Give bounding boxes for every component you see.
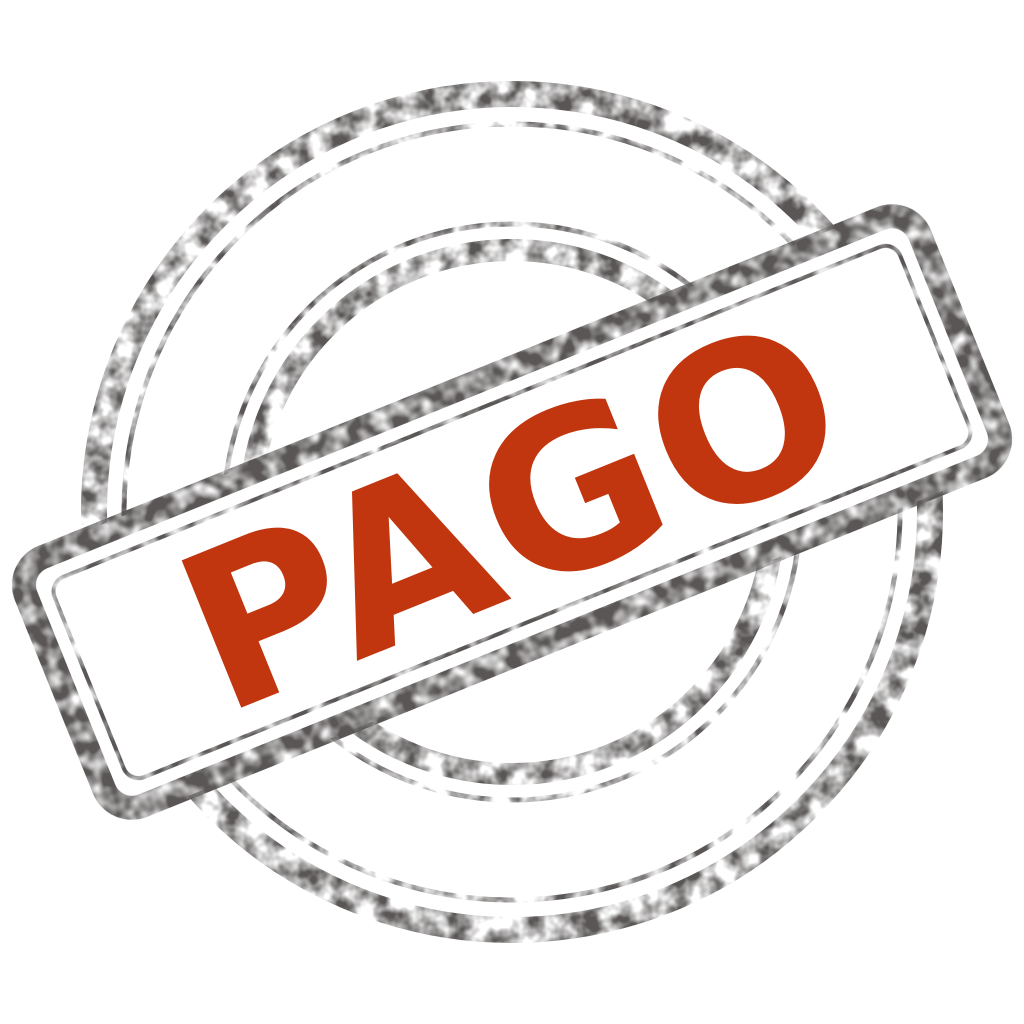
stamp-word: PAGO xyxy=(147,271,880,764)
